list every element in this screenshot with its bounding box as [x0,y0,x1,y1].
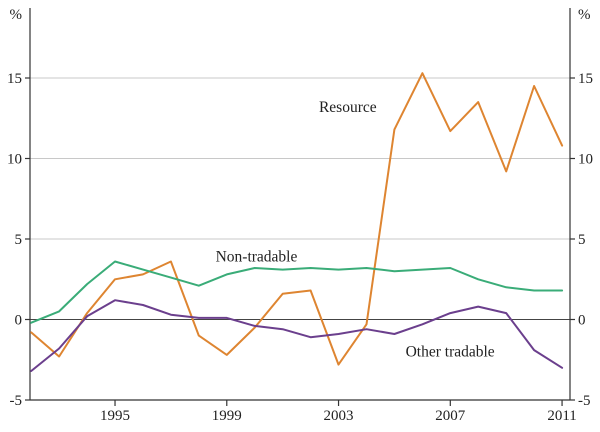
series-label-other-tradable: Other tradable [406,344,495,361]
y-tick-label-left: 5 [15,232,23,248]
series-line-resource [30,72,564,366]
x-tick-label: 1995 [100,408,130,424]
y-tick-label-right: 10 [578,152,593,168]
series-label-resource: Resource [319,99,377,116]
y-tick-label-right: 15 [578,71,593,87]
y-tick-label-left: -5 [10,393,23,409]
series-label-non-tradable: Non-tradable [216,249,298,266]
series-line-non-tradable [30,260,564,324]
x-tick-label: 1999 [212,408,242,424]
y-tick-label-left: 15 [7,71,22,87]
y-tick-label-left: 10 [7,152,22,168]
series-line-other-tradable [30,299,564,372]
y-tick-label-left: 0 [15,313,23,329]
percent-label-right: % [578,7,591,23]
x-tick-label: 2011 [547,408,576,424]
y-tick-label-right: 0 [578,313,586,329]
percent-label-left: % [10,7,23,23]
y-tick-label-right: 5 [578,232,586,248]
x-tick-label: 2007 [435,408,466,424]
y-tick-label-right: -5 [578,393,591,409]
x-tick-label: 2003 [324,408,354,424]
